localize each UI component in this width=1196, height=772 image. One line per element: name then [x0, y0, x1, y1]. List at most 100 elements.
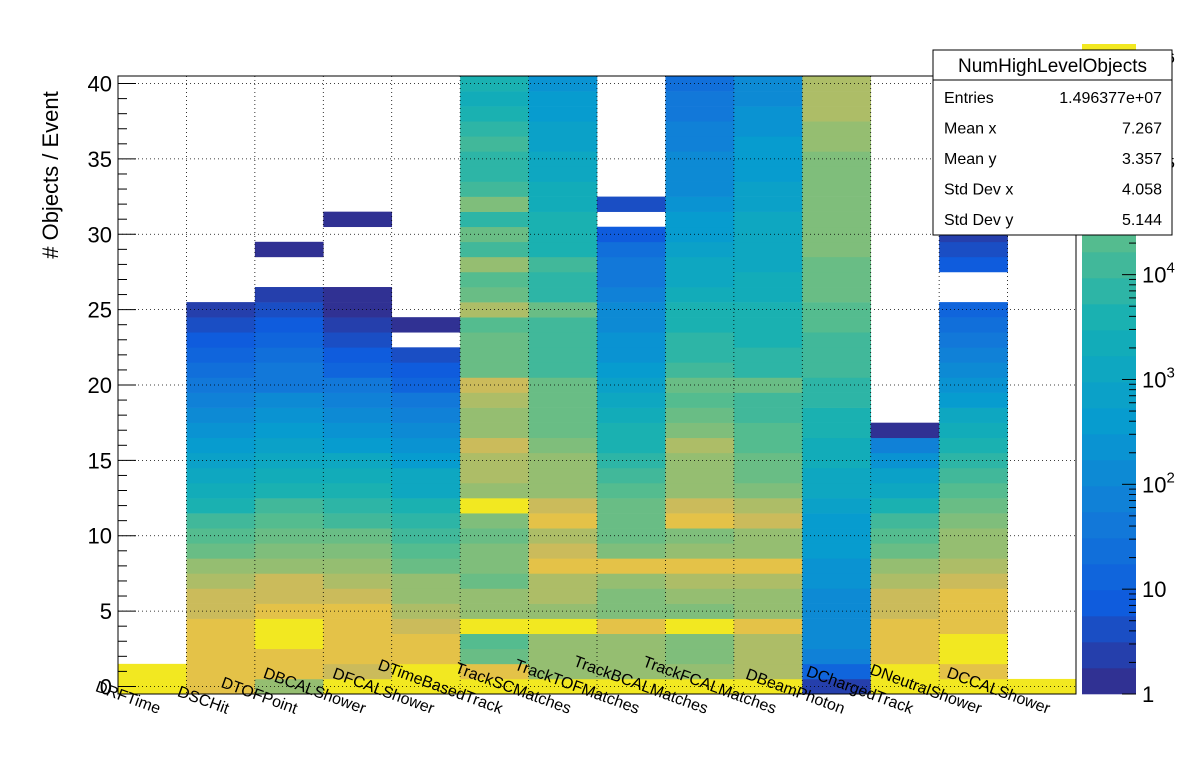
heatmap-cell: [391, 588, 461, 604]
heatmap-cell: [733, 211, 803, 228]
heatmap-cell: [939, 648, 1008, 665]
heatmap-cell: [391, 407, 461, 423]
heatmap-cell: [733, 317, 803, 333]
heatmap-cell: [939, 407, 1008, 423]
heatmap-cell: [597, 648, 666, 665]
heatmap-cell: [254, 633, 324, 650]
heatmap-cell: [939, 678, 1008, 695]
heatmap-cell: [460, 287, 529, 303]
heatmap-cell: [802, 498, 872, 514]
stats-box: NumHighLevelObjects Entries 1.496377e+07 Me…: [932, 49, 1173, 236]
palette-tick-label: 10: [1142, 577, 1166, 602]
y-tick-label: 40: [88, 72, 112, 97]
heatmap-cell: [870, 498, 940, 514]
heatmap-cell: [733, 347, 803, 363]
heatmap-cell: [323, 513, 393, 529]
heatmap-cell: [460, 588, 529, 604]
heatmap-cell: [254, 558, 324, 574]
heatmap-cell: [665, 377, 735, 393]
heatmap-cell: [870, 588, 940, 604]
heatmap-cell: [802, 618, 872, 634]
heatmap-cell: [528, 588, 598, 604]
y-tick-label: 35: [88, 147, 112, 172]
heatmap-cell: [870, 603, 940, 619]
heatmap-cell: [597, 317, 666, 333]
heatmap-cell: [939, 377, 1008, 393]
heatmap-cell: [323, 588, 393, 604]
heatmap-cell: [597, 452, 666, 469]
heatmap-cell: [323, 211, 393, 228]
heatmap-cell: [802, 271, 872, 288]
heatmap-cell: [186, 543, 256, 559]
heatmap-cell: [323, 678, 393, 695]
heatmap-cell: [391, 663, 461, 680]
heatmap-cell: [254, 317, 324, 333]
heatmap-cell: [460, 181, 529, 197]
heatmap-cell: [665, 422, 735, 439]
heatmap-cell: [323, 317, 393, 333]
heatmap-cell: [802, 211, 872, 228]
heatmap-cell: [254, 543, 324, 559]
heatmap-cell: [733, 392, 803, 408]
heatmap-cell: [186, 648, 256, 665]
heatmap-cell: [802, 467, 872, 484]
heatmap-cell: [597, 226, 666, 243]
heatmap-cell: [802, 452, 872, 469]
heatmap-cell: [733, 407, 803, 423]
heatmap-cell: [870, 648, 940, 665]
heatmap-cell: [939, 452, 1008, 469]
heatmap-cell: [323, 452, 393, 469]
heatmap-cell: [733, 226, 803, 243]
heatmap-cell: [391, 543, 461, 559]
heatmap-cell: [939, 513, 1008, 529]
stats-row-value: 1.496377e+07: [1059, 90, 1162, 107]
heatmap-cell: [391, 422, 461, 439]
heatmap-cell: [254, 392, 324, 408]
heatmap-cell: [528, 663, 598, 680]
heatmap-cell: [460, 392, 529, 408]
palette-swatch: [1082, 668, 1136, 695]
heatmap-cell: [528, 106, 598, 122]
stats-row-value: 7.267: [1122, 121, 1162, 138]
heatmap-cell: [665, 121, 735, 137]
heatmap-cell: [254, 482, 324, 499]
heatmap-cell: [802, 663, 872, 680]
heatmap-cell: [733, 663, 803, 680]
heatmap-cell: [939, 558, 1008, 574]
heatmap-cell: [597, 347, 666, 363]
heatmap-cell: [733, 498, 803, 514]
heatmap-cell: [733, 136, 803, 152]
heatmap-cell: [323, 482, 393, 499]
heatmap-cell: [870, 437, 940, 454]
heatmap-cell: [254, 437, 324, 454]
heatmap-cell: [939, 633, 1008, 650]
heatmap-cell: [597, 377, 666, 393]
heatmap-cell: [460, 166, 529, 182]
heatmap-cell: [186, 377, 256, 393]
heatmap-cell: [186, 603, 256, 619]
heatmap-cell: [597, 573, 666, 589]
heatmap-cell: [254, 377, 324, 393]
heatmap-cell: [733, 166, 803, 182]
heatmap-cell: [802, 573, 872, 589]
heatmap-cell: [733, 528, 803, 544]
heatmap-cell: [597, 271, 666, 288]
heatmap-cell: [528, 136, 598, 152]
heatmap-cell: [802, 317, 872, 333]
heatmap-cell: [802, 241, 872, 258]
palette-tick-label: 1: [1142, 682, 1154, 707]
heatmap-cell: [802, 76, 872, 92]
heatmap-cell: [323, 467, 393, 484]
heatmap-cell: [391, 467, 461, 484]
stats-box-frame: [932, 49, 1173, 236]
heatmap-cell: [323, 377, 393, 393]
heatmap-cell: [186, 513, 256, 529]
y-tick-label: 30: [88, 222, 112, 247]
heatmap-cell: [939, 362, 1008, 378]
heatmap-cell: [460, 362, 529, 378]
heatmap-cell: [733, 271, 803, 288]
heatmap-cell: [254, 588, 324, 604]
heatmap-cell: [528, 482, 598, 499]
palette-tick-exponent: 3: [1166, 364, 1174, 381]
heatmap-cell: [323, 603, 393, 619]
